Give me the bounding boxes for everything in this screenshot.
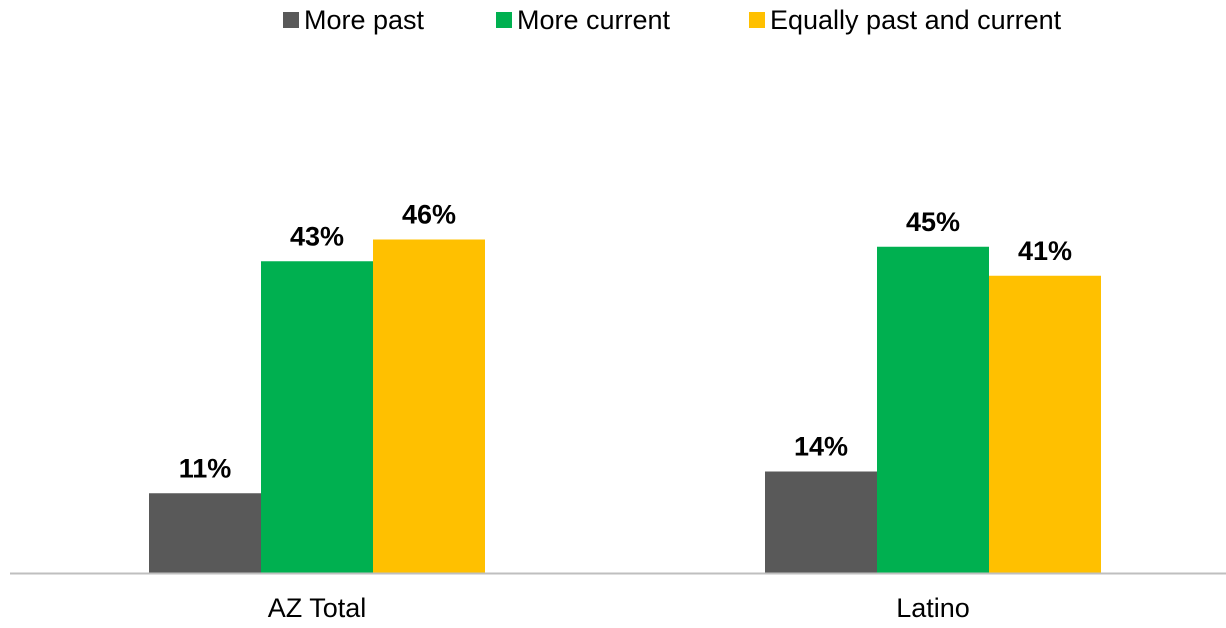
legend-label-more-current: More current [517,4,671,35]
legend: More past More current Equally past and … [0,0,1226,40]
bar-equally-past-and-current-latino [989,275,1101,573]
legend-swatch-more-current [496,12,512,28]
legend-swatch-equally [749,12,765,28]
data-label-equally-past-and-current-latino: 41% [1018,236,1072,266]
legend-item-more-current: More current [496,0,670,40]
data-label-more-current-latino: 45% [906,207,960,237]
bar-more-current-az-total [261,261,373,573]
bar-more-past-latino [765,471,877,573]
data-label-more-past-az-total: 11% [179,453,232,483]
data-label-equally-past-and-current-az-total: 46% [402,200,456,230]
data-labels-layer: 11% 43% 46% 14% 45% 41% [179,200,1072,484]
legend-label-more-past: More past [304,4,425,35]
bars-layer [149,239,1101,573]
x-tick-label-az-total: AZ Total [268,593,367,623]
data-label-more-current-az-total: 43% [290,221,344,251]
x-tick-labels-layer: AZ Total Latino [268,593,970,623]
data-label-more-past-latino: 14% [794,432,848,462]
bar-more-past-az-total [149,493,261,573]
legend-swatch-more-past [283,12,299,28]
bar-more-current-latino [877,246,989,573]
legend-item-more-past: More past [283,0,424,40]
legend-label-equally: Equally past and current [770,4,1062,35]
x-tick-label-latino: Latino [896,593,970,623]
bar-equally-past-and-current-az-total [373,239,485,573]
legend-item-equally: Equally past and current [749,0,1061,40]
